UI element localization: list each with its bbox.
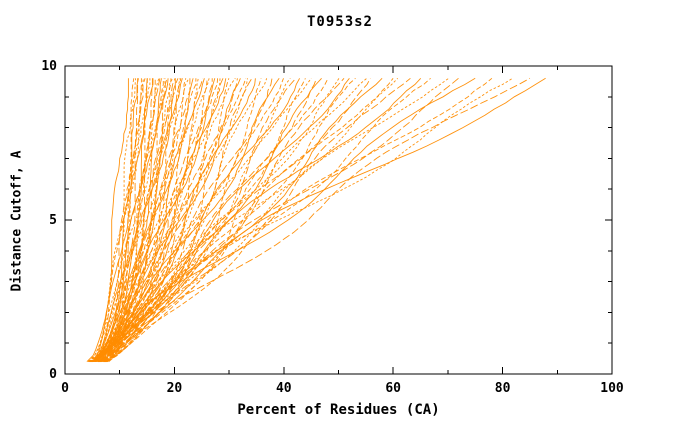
x-axis-label: Percent of Residues (CA) (237, 402, 440, 418)
svg-text:20: 20 (167, 381, 183, 396)
svg-text:40: 40 (276, 381, 292, 396)
svg-text:0: 0 (61, 381, 69, 396)
chart-title: T0953s2 (306, 14, 373, 30)
svg-text:60: 60 (385, 381, 401, 396)
svg-text:100: 100 (600, 381, 624, 396)
svg-text:5: 5 (49, 213, 57, 228)
svg-text:0: 0 (49, 367, 57, 382)
svg-text:80: 80 (495, 381, 511, 396)
svg-text:10: 10 (41, 59, 57, 74)
